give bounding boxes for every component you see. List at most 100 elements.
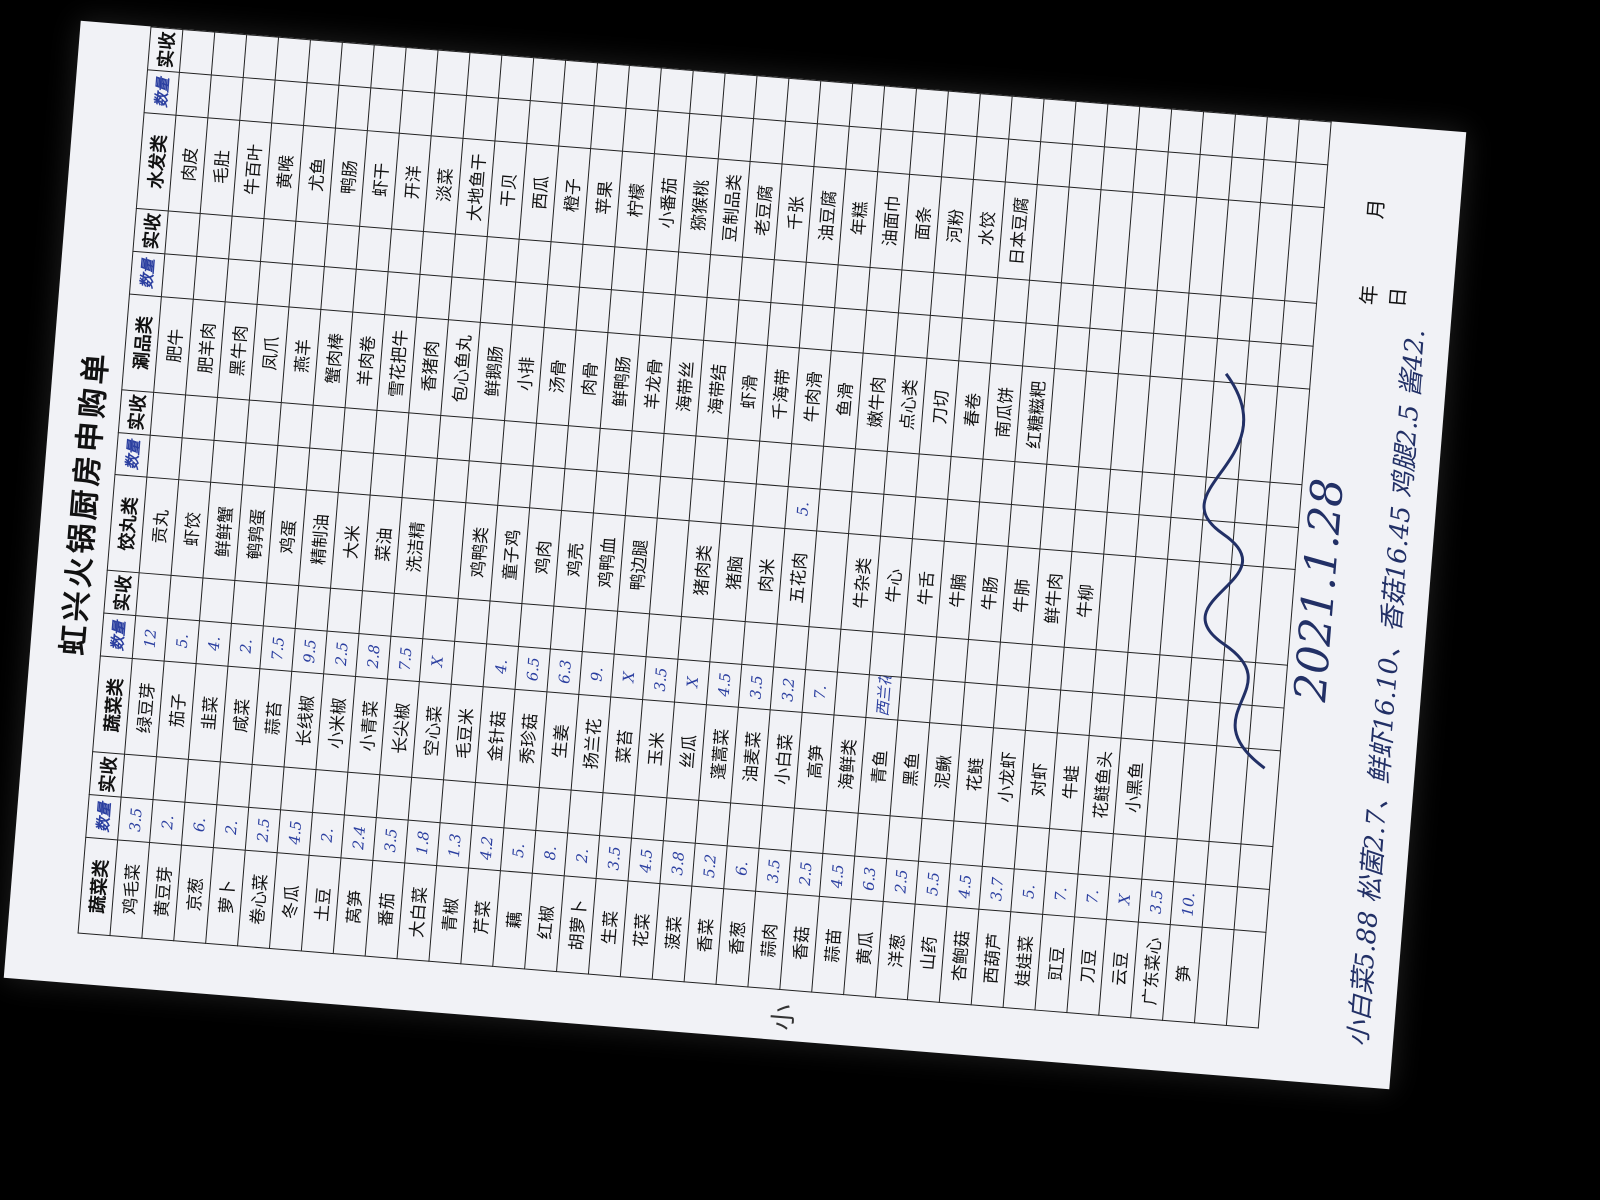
received	[915, 453, 952, 500]
quantity	[448, 276, 484, 322]
received	[1295, 119, 1332, 165]
column-header: 实收	[132, 208, 169, 254]
received	[1060, 647, 1097, 693]
quantity	[451, 641, 487, 687]
received	[933, 637, 969, 683]
received	[466, 52, 502, 99]
received	[657, 68, 694, 114]
received	[1014, 826, 1050, 872]
quantity: 2.5	[245, 807, 281, 853]
received	[1139, 471, 1175, 518]
received	[1121, 287, 1158, 334]
quantity	[384, 271, 421, 317]
received	[405, 412, 441, 458]
quantity	[1132, 149, 1169, 195]
received	[724, 438, 760, 484]
column-header: 实收	[147, 26, 183, 73]
received	[228, 216, 264, 262]
quantity: 3.7	[978, 866, 1015, 912]
received	[152, 756, 189, 803]
quantity	[352, 269, 389, 315]
received	[309, 404, 346, 451]
received	[327, 588, 363, 634]
received	[625, 65, 662, 111]
received	[402, 47, 439, 93]
received	[643, 249, 679, 295]
quantity	[622, 108, 658, 154]
received	[1072, 101, 1108, 147]
quantity: 5.	[500, 827, 536, 874]
quantity: 9.	[578, 651, 615, 698]
quantity: 3.5	[755, 848, 791, 894]
received	[503, 785, 540, 831]
paper: 虹兴火锅厨房申购单 小 蔬菜类 数量 实收 蔬菜类 数量 实收 饺丸类 数量 实收 涮品类 数量 实收…	[3, 20, 1467, 1090]
quantity: 3.5	[1138, 879, 1174, 925]
quantity	[1054, 325, 1090, 371]
received	[388, 228, 424, 275]
quantity	[1089, 692, 1125, 739]
quantity	[1164, 151, 1201, 198]
received	[370, 44, 407, 91]
received	[356, 226, 392, 272]
quantity	[193, 256, 229, 302]
received	[869, 631, 905, 678]
received	[582, 608, 618, 655]
quantity: 4.5	[277, 809, 313, 856]
quantity	[593, 470, 629, 516]
quantity: 6.	[181, 802, 217, 848]
quantity: X	[419, 638, 455, 685]
column-header: 数量	[114, 432, 151, 478]
quantity: 3.5	[117, 797, 153, 843]
received	[451, 233, 488, 280]
quantity	[399, 90, 435, 136]
received	[547, 241, 583, 288]
column-header: 数量	[129, 251, 165, 297]
received	[773, 624, 809, 670]
received	[469, 417, 505, 464]
quantity: 6.5	[515, 646, 551, 692]
quantity	[863, 310, 899, 356]
quantity	[529, 465, 565, 511]
received	[741, 621, 778, 667]
received	[1185, 293, 1221, 339]
received	[1153, 290, 1189, 336]
received	[707, 254, 743, 300]
received	[150, 392, 186, 438]
received	[422, 595, 459, 642]
received	[390, 593, 427, 639]
received	[901, 634, 937, 680]
received	[295, 585, 331, 632]
quantity	[1118, 330, 1154, 376]
quantity: 2.5	[323, 631, 359, 677]
quantity: 5.	[1010, 869, 1047, 915]
received	[231, 580, 267, 626]
received	[567, 790, 603, 836]
received	[1043, 463, 1079, 510]
received	[759, 805, 795, 852]
quantity	[909, 131, 945, 177]
quantity	[146, 434, 183, 481]
quantity	[657, 475, 693, 522]
quantity	[848, 491, 884, 537]
quantity	[735, 299, 771, 346]
received	[214, 397, 250, 443]
received	[1124, 652, 1160, 698]
quantity	[288, 263, 325, 310]
quantity	[833, 672, 870, 718]
quantity	[1103, 511, 1140, 558]
received	[721, 73, 758, 119]
quantity	[576, 287, 612, 333]
item-name	[1226, 929, 1266, 1028]
quantity	[1069, 144, 1105, 190]
received	[695, 800, 731, 846]
received	[785, 78, 821, 124]
quantity: 6.	[723, 845, 760, 892]
quantity: X	[610, 654, 647, 700]
quantity: 4.5	[819, 853, 855, 899]
quantity	[161, 253, 197, 299]
quantity	[463, 95, 499, 141]
quantity	[689, 478, 725, 524]
quantity	[686, 113, 722, 159]
quantity	[1071, 509, 1108, 555]
quantity: 5.	[164, 618, 200, 664]
